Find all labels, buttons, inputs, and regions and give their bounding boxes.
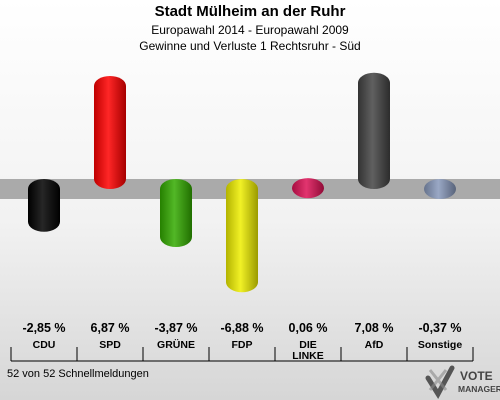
checkmark-x-icon — [425, 365, 455, 399]
bar-gruene — [160, 179, 192, 248]
bar-cdu — [28, 179, 60, 232]
value-label-afd: 7,08 % — [355, 321, 394, 335]
category-label-sonstige: Sonstige — [418, 339, 462, 351]
bar-spd — [94, 75, 126, 189]
bar-die-linke — [292, 178, 324, 199]
value-label-die-linke: 0,06 % — [289, 321, 328, 335]
category-label-die-linke-line1: DIE — [299, 339, 317, 351]
category-label-die-linke-line2: LINKE — [292, 350, 324, 362]
category-label-gruene: GRÜNE — [157, 338, 195, 351]
footer-reporting-status: 52 von 52 Schnellmeldungen — [7, 368, 149, 380]
bar-fdp — [226, 179, 258, 293]
value-label-gruene: -3,87 % — [154, 321, 197, 335]
logo-text-manager: MANAGER — [458, 384, 500, 394]
value-label-cdu: -2,85 % — [22, 321, 65, 335]
logo-text-vote: VOTE — [460, 369, 493, 383]
chart-title: Stadt Mülheim an der Ruhr — [154, 3, 346, 20]
category-label-afd: AfD — [365, 339, 384, 351]
chart-subtitle-elections: Europawahl 2014 - Europawahl 2009 — [151, 23, 349, 37]
bar-sonstige — [424, 179, 456, 199]
category-label-spd: SPD — [99, 339, 121, 351]
category-label-cdu: CDU — [33, 339, 56, 351]
vote-manager-logo: VOTE MANAGER — [425, 365, 500, 399]
value-label-sonstige: -0,37 % — [418, 321, 461, 335]
value-label-fdp: -6,88 % — [220, 321, 263, 335]
bar-afd — [358, 72, 390, 189]
value-label-spd: 6,87 % — [91, 321, 130, 335]
chart-subtitle-district: Gewinne und Verluste 1 Rechtsruhr - Süd — [139, 39, 361, 53]
category-label-fdp: FDP — [232, 339, 253, 351]
